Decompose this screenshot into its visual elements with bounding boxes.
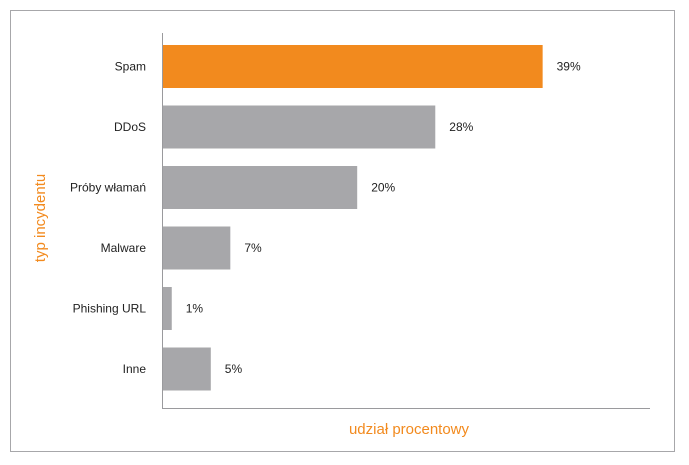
- value-labels-group: 39% 28% 20% 7% 1% 5%: [186, 60, 581, 377]
- value-label: 28%: [449, 120, 473, 134]
- x-axis-title: udział procentowy: [349, 421, 470, 438]
- category-labels-group: Spam DDoS Próby włamań Malware Phishing URL I…: [70, 60, 146, 377]
- y-axis-title: typ incydentu: [32, 174, 49, 262]
- bar-5: [162, 347, 211, 391]
- value-label: 39%: [557, 60, 581, 74]
- bar-3: [162, 226, 231, 270]
- category-label: Inne: [123, 362, 147, 376]
- bar-1: [162, 105, 436, 149]
- bars-group: [162, 45, 543, 391]
- category-label: Malware: [101, 241, 147, 255]
- value-label: 20%: [371, 181, 395, 195]
- value-label: 1%: [186, 302, 204, 316]
- category-label: Próby włamań: [70, 181, 146, 195]
- value-label: 5%: [225, 362, 243, 376]
- value-label: 7%: [244, 241, 262, 255]
- category-label: Phishing URL: [73, 302, 147, 316]
- category-label: Spam: [115, 60, 146, 74]
- bar-0: [162, 45, 543, 88]
- bar-4: [162, 287, 172, 330]
- category-label: DDoS: [114, 120, 146, 134]
- bar-2: [162, 166, 358, 209]
